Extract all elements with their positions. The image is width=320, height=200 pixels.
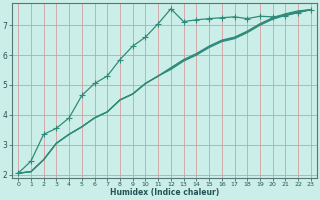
X-axis label: Humidex (Indice chaleur): Humidex (Indice chaleur) (110, 188, 219, 197)
